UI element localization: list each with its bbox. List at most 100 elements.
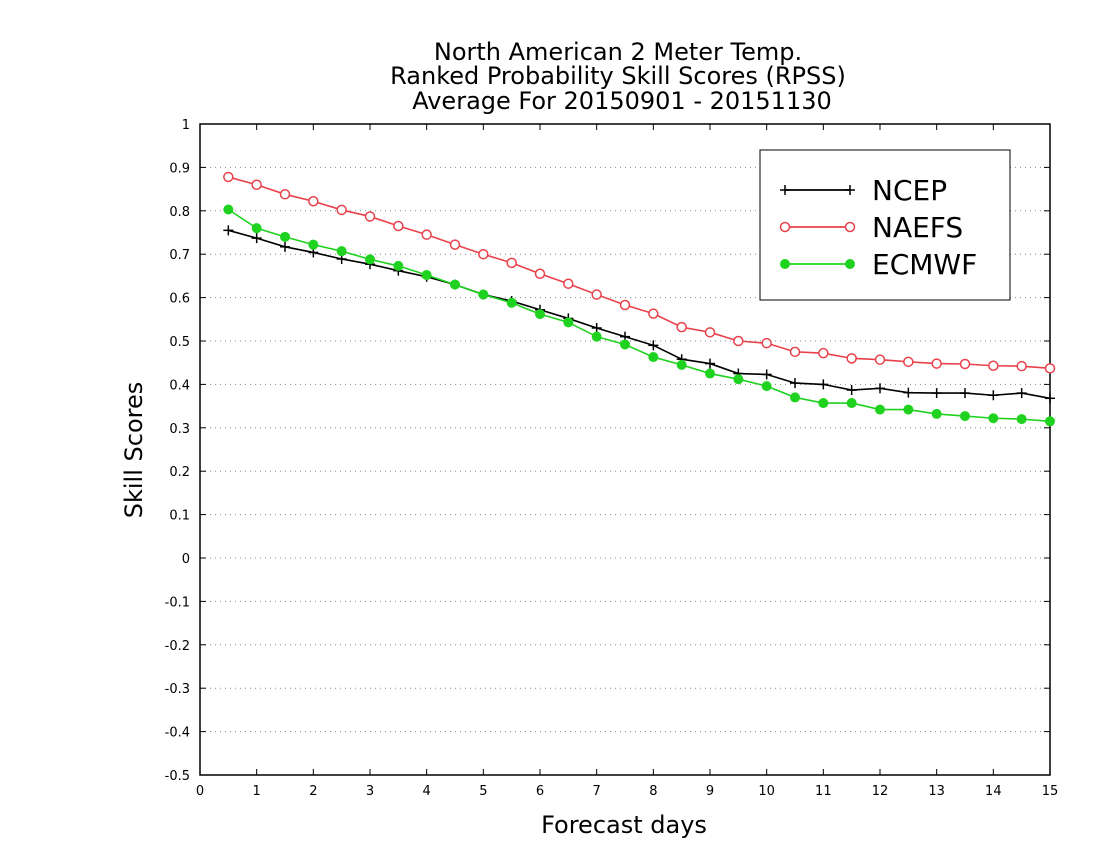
- data-point-ncep: [648, 340, 659, 351]
- data-point-naefs: [506, 257, 517, 269]
- data-point-ecmwf: [280, 231, 290, 242]
- data-point-ncep: [818, 379, 829, 390]
- legend-label-ncep: NCEP: [872, 174, 947, 207]
- data-point-ecmwf: [535, 309, 545, 320]
- data-point-naefs: [619, 299, 631, 311]
- data-point-naefs: [336, 204, 347, 216]
- data-point-ecmwf: [365, 254, 375, 265]
- data-point-ncep: [1016, 388, 1027, 399]
- data-point-ncep: [903, 387, 914, 398]
- series-layer: [223, 171, 1056, 427]
- data-point-ecmwf: [648, 352, 659, 363]
- x-tick-label: 6: [536, 784, 544, 799]
- legend-marker-start: [780, 259, 790, 269]
- data-point-ecmwf: [676, 359, 687, 370]
- y-tick-label: -0.5: [165, 769, 190, 784]
- data-point-ecmwf: [1045, 416, 1055, 427]
- y-tick-label: 0.5: [169, 335, 190, 350]
- data-point-naefs: [478, 248, 489, 260]
- data-point-ecmwf: [251, 223, 262, 234]
- data-point-ecmwf: [336, 246, 347, 257]
- legend-label-ecmwf: ECMWF: [872, 248, 977, 281]
- legend-item-ncep: NCEP: [780, 174, 947, 207]
- data-point-ecmwf: [563, 317, 574, 328]
- data-point-ncep: [875, 383, 885, 394]
- legend-marker-start: [780, 185, 790, 195]
- y-tick-label: 1: [182, 118, 190, 133]
- data-point-ecmwf: [393, 260, 404, 271]
- y-tick-label: -0.3: [165, 682, 190, 697]
- x-tick-label: 3: [366, 784, 374, 799]
- x-tick-label: 8: [649, 784, 657, 799]
- data-point-naefs: [1044, 363, 1056, 374]
- x-tick-label: 1: [253, 784, 261, 799]
- data-point-ecmwf: [591, 331, 602, 342]
- y-tick-label: 0.9: [169, 161, 190, 176]
- x-tick-label: 12: [872, 784, 889, 799]
- x-tick-label: 7: [593, 784, 601, 799]
- data-point-naefs: [846, 353, 857, 364]
- y-tick-label: -0.2: [165, 639, 190, 654]
- data-point-naefs: [393, 220, 404, 232]
- data-point-ecmwf: [450, 279, 460, 290]
- legend-item-naefs: NAEFS: [779, 211, 963, 244]
- title-line-3: Average For 20150901 - 20151130: [412, 87, 832, 115]
- data-point-naefs: [903, 356, 914, 368]
- data-point-ecmwf: [506, 297, 517, 308]
- data-point-ncep: [223, 225, 234, 236]
- data-point-ncep: [846, 385, 857, 396]
- data-point-ecmwf: [931, 408, 942, 419]
- data-point-naefs: [733, 335, 744, 347]
- legend-marker-end: [844, 221, 856, 233]
- y-tick-label: 0.6: [169, 292, 190, 307]
- data-point-ecmwf: [620, 339, 630, 350]
- y-tick-label: -0.1: [165, 595, 190, 610]
- data-point-naefs: [1016, 360, 1027, 372]
- data-point-ecmwf: [733, 374, 744, 385]
- data-point-naefs: [534, 268, 546, 279]
- legend: NCEP NAEFS ECMWF: [759, 149, 1011, 301]
- data-point-ecmwf: [478, 289, 489, 300]
- legend-box: [759, 149, 1011, 301]
- data-point-naefs: [279, 189, 291, 200]
- data-point-ecmwf: [761, 381, 772, 392]
- y-tick-label: -0.4: [165, 726, 190, 741]
- x-tick-label: 2: [309, 784, 317, 799]
- data-point-naefs: [789, 346, 801, 358]
- data-point-ncep: [705, 358, 715, 369]
- data-point-ncep: [251, 233, 262, 244]
- data-point-naefs: [364, 211, 376, 222]
- legend-marker-start: [779, 221, 791, 233]
- data-point-ecmwf: [421, 270, 432, 281]
- data-point-naefs: [563, 278, 574, 289]
- data-point-ncep: [960, 388, 970, 399]
- data-point-ncep: [988, 390, 999, 401]
- y-axis-label: Skill Scores: [120, 382, 148, 519]
- x-tick-label: 5: [479, 784, 487, 799]
- data-point-ecmwf: [308, 239, 319, 250]
- x-tick-label: 10: [758, 784, 775, 799]
- data-point-ncep: [761, 369, 772, 380]
- data-point-naefs: [449, 239, 461, 250]
- series-ncep: [223, 225, 1055, 404]
- x-tick-label: 13: [928, 784, 945, 799]
- chart-title: North American 2 Meter Temp. Ranked Prob…: [390, 38, 846, 115]
- data-point-naefs: [676, 321, 687, 333]
- legend-label-naefs: NAEFS: [872, 211, 963, 244]
- data-point-ecmwf: [223, 204, 234, 215]
- data-point-naefs: [931, 358, 942, 369]
- legend-marker-end: [845, 185, 855, 195]
- y-tick-label: 0.8: [169, 205, 190, 220]
- data-point-naefs: [959, 358, 971, 370]
- data-point-ecmwf: [705, 368, 715, 379]
- y-axis: -0.5 -0.4 -0.3 -0.2 -0.1 0 0.1 0.2 0.3 0.4 0.5 0.6 0…: [165, 118, 1050, 784]
- data-point-naefs: [251, 179, 262, 191]
- data-point-ecmwf: [875, 404, 885, 415]
- plot-area: [199, 123, 1051, 776]
- data-point-naefs: [308, 196, 319, 207]
- data-point-ncep: [1045, 393, 1055, 404]
- data-point-ecmwf: [960, 411, 970, 422]
- data-point-ecmwf: [846, 398, 857, 409]
- data-point-naefs: [648, 308, 659, 319]
- y-tick-label: 0.1: [169, 509, 190, 524]
